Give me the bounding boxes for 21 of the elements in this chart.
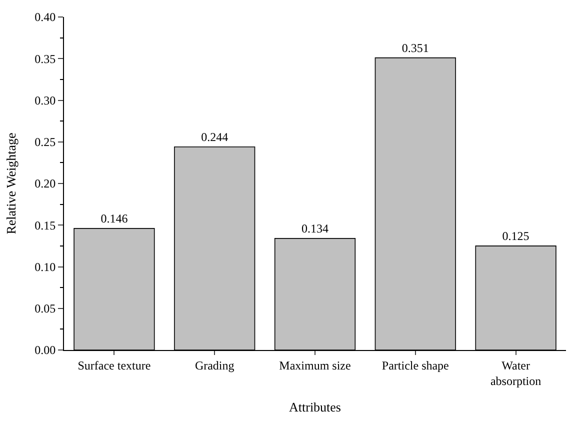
y-tick-label: 0.20	[34, 176, 56, 191]
y-tick-label: 0.35	[34, 52, 56, 66]
y-tick-label: 0.40	[34, 10, 56, 24]
x-tick-label: Grading	[194, 358, 234, 372]
y-tick-label: 0.00	[34, 343, 56, 358]
x-tick-label: Surface texture	[78, 358, 151, 372]
y-tick-label: 0.25	[34, 135, 56, 150]
y-tick-label: 0.05	[34, 302, 56, 316]
y-axis-title: Relative Weightage	[4, 132, 19, 234]
data-label: 0.134	[302, 221, 328, 236]
x-tick-label: Water absorption	[490, 358, 542, 388]
x-tick-label: Maximum size	[279, 358, 351, 372]
data-label: 0.351	[402, 40, 429, 55]
data-label: 0.244	[201, 130, 228, 144]
data-label: 0.125	[502, 228, 530, 243]
x-tick-label: Particle shape	[382, 358, 449, 372]
y-tick-label: 0.30	[34, 93, 56, 108]
data-label: 0.146	[100, 211, 128, 226]
y-tick-label: 0.15	[34, 218, 56, 232]
x-axis-title: Attributes	[289, 400, 341, 415]
y-tick-label: 0.10	[34, 260, 56, 274]
